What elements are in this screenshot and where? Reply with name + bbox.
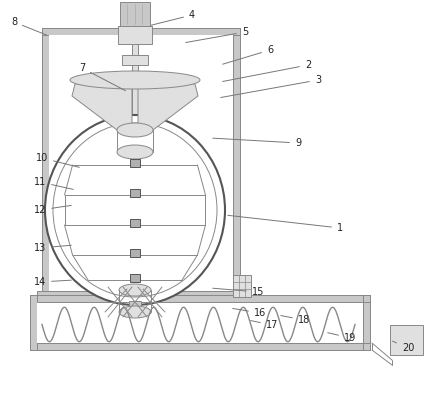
Bar: [233, 275, 251, 297]
Text: 13: 13: [34, 243, 71, 253]
Ellipse shape: [119, 306, 151, 318]
Text: 2: 2: [223, 60, 311, 81]
Polygon shape: [138, 80, 198, 130]
Text: 12: 12: [34, 205, 71, 215]
Text: 16: 16: [233, 308, 266, 318]
Text: 10: 10: [36, 153, 79, 167]
Text: 14: 14: [34, 277, 71, 287]
Bar: [37, 291, 245, 301]
Bar: [42, 28, 49, 298]
Text: 17: 17: [251, 320, 278, 330]
Bar: [363, 295, 370, 350]
Bar: [30, 295, 37, 350]
Bar: [129, 301, 141, 311]
Bar: [49, 35, 233, 291]
Bar: [130, 189, 140, 197]
Ellipse shape: [119, 284, 151, 296]
Ellipse shape: [117, 145, 153, 159]
Bar: [30, 343, 370, 350]
Bar: [120, 2, 150, 26]
Polygon shape: [72, 80, 132, 130]
Text: 20: 20: [393, 341, 414, 353]
Text: 18: 18: [281, 315, 310, 325]
Bar: [37, 302, 370, 343]
Ellipse shape: [117, 123, 153, 137]
Bar: [130, 274, 140, 282]
Text: 1: 1: [228, 215, 343, 233]
Ellipse shape: [53, 123, 217, 297]
Text: 6: 6: [223, 45, 273, 64]
Bar: [42, 28, 240, 35]
Text: 5: 5: [186, 27, 248, 42]
Bar: [132, 44, 138, 308]
Bar: [118, 26, 152, 44]
Text: 8: 8: [11, 17, 46, 35]
Text: 4: 4: [151, 10, 195, 25]
Bar: [130, 219, 140, 227]
Bar: [390, 325, 423, 355]
Bar: [130, 159, 140, 167]
Bar: [122, 55, 148, 65]
Text: 9: 9: [213, 138, 301, 148]
Text: 19: 19: [328, 333, 356, 343]
Bar: [130, 249, 140, 257]
Bar: [30, 295, 370, 302]
Text: 3: 3: [221, 75, 321, 98]
Text: 15: 15: [213, 287, 264, 297]
Bar: [233, 28, 240, 298]
Text: 7: 7: [79, 63, 126, 91]
Text: 11: 11: [34, 177, 73, 189]
Ellipse shape: [70, 71, 200, 89]
Bar: [42, 291, 240, 298]
Ellipse shape: [45, 115, 225, 305]
